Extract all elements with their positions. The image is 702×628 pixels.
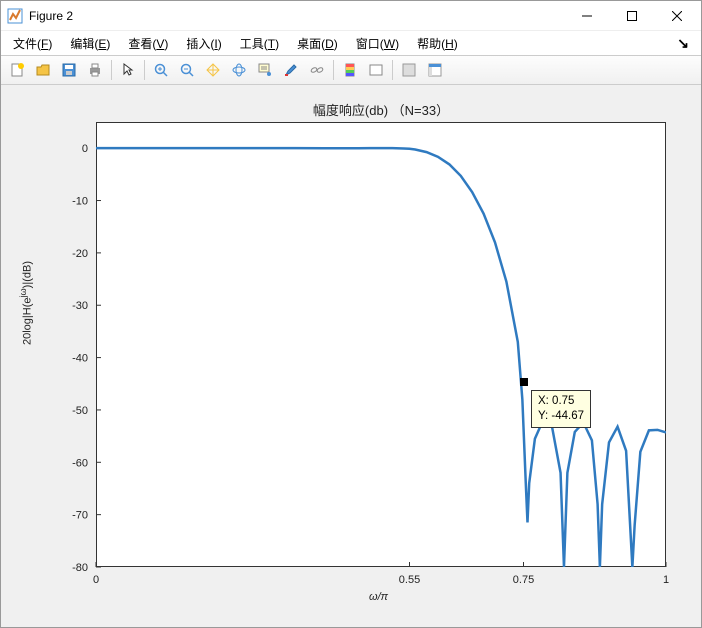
zoom-out-button[interactable] — [175, 58, 199, 82]
open-button[interactable] — [31, 58, 55, 82]
show-plot-tools-button[interactable] — [423, 58, 447, 82]
menu-d[interactable]: 桌面(D) — [289, 33, 346, 54]
zoom-in-button[interactable] — [149, 58, 173, 82]
svg-text:0: 0 — [82, 143, 88, 155]
print-button[interactable] — [83, 58, 107, 82]
svg-text:1: 1 — [663, 574, 669, 586]
plot-area: 0 0.55 0.75 1 0 -10 -20 -30 -40 -50 -60 -70 -80 幅度响应… — [1, 85, 701, 627]
svg-text:0: 0 — [93, 574, 99, 586]
svg-text:-60: -60 — [72, 457, 88, 469]
toolbar — [1, 55, 701, 85]
rotate-3d-button[interactable] — [227, 58, 251, 82]
save-button[interactable] — [57, 58, 81, 82]
svg-text:-70: -70 — [72, 510, 88, 522]
menu-f[interactable]: 文件(F) — [5, 33, 60, 54]
svg-text:-50: -50 — [72, 405, 88, 417]
data-cursor-tooltip[interactable]: X: 0.75 Y: -44.67 — [531, 390, 591, 428]
window-title: Figure 2 — [29, 9, 564, 23]
menu-i[interactable]: 插入(I) — [178, 33, 229, 54]
link-data-button[interactable] — [305, 58, 329, 82]
svg-text:-80: -80 — [72, 562, 88, 574]
chart-title: 幅度响应(db) （N=33） — [96, 100, 666, 119]
datatip-x: X: 0.75 — [538, 394, 584, 409]
pointer-button[interactable] — [116, 58, 140, 82]
data-cursor-marker[interactable] — [520, 378, 528, 386]
menu-v[interactable]: 查看(V) — [120, 33, 176, 54]
svg-text:-40: -40 — [72, 353, 88, 365]
menu-t[interactable]: 工具(T) — [232, 33, 287, 54]
y-axis-label: 20log|H(ejω)|(dB) — [18, 261, 34, 345]
hide-plot-tools-button[interactable] — [397, 58, 421, 82]
matlab-figure-icon — [7, 8, 23, 24]
svg-text:-10: -10 — [72, 196, 88, 208]
menu-e[interactable]: 编辑(E) — [62, 33, 118, 54]
svg-text:-20: -20 — [72, 248, 88, 260]
brush-button[interactable] — [279, 58, 303, 82]
x-axis-label: ω/π — [369, 591, 388, 603]
plot-canvas: 0 0.55 0.75 1 0 -10 -20 -30 -40 -50 -60 -70 -80 — [1, 85, 701, 627]
datatip-y: Y: -44.67 — [538, 409, 584, 424]
svg-text:-30: -30 — [72, 300, 88, 312]
menubar: 文件(F)编辑(E)查看(V)插入(I)工具(T)桌面(D)窗口(W)帮助(H)… — [1, 31, 701, 55]
menu-h[interactable]: 帮助(H) — [409, 33, 466, 54]
minimize-button[interactable] — [564, 1, 609, 30]
menu-w[interactable]: 窗口(W) — [348, 33, 407, 54]
data-cursor-button[interactable] — [253, 58, 277, 82]
close-button[interactable] — [654, 1, 699, 30]
titlebar: Figure 2 — [1, 1, 701, 31]
svg-text:0.55: 0.55 — [399, 574, 420, 586]
new-figure-button[interactable] — [5, 58, 29, 82]
dock-arrow-icon[interactable]: ↘ — [677, 35, 697, 52]
svg-text:0.75: 0.75 — [513, 574, 534, 586]
legend-button[interactable] — [364, 58, 388, 82]
pan-button[interactable] — [201, 58, 225, 82]
colorbar-button[interactable] — [338, 58, 362, 82]
maximize-button[interactable] — [609, 1, 654, 30]
